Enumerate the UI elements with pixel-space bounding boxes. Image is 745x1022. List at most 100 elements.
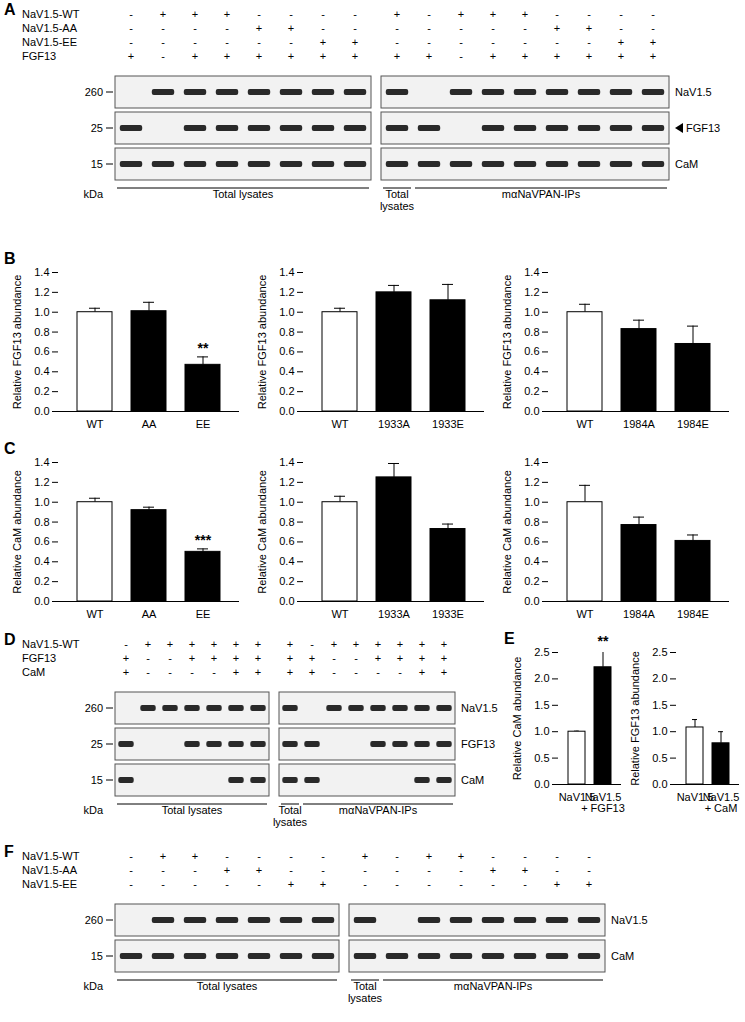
svg-text:-: -	[363, 878, 367, 890]
svg-text:1933A: 1933A	[378, 608, 410, 620]
svg-text:Relative FGF13 abundance: Relative FGF13 abundance	[256, 275, 268, 410]
svg-text:-: -	[523, 850, 527, 862]
svg-text:A: A	[4, 1, 16, 18]
svg-text:0.2: 0.2	[34, 385, 49, 397]
svg-text:-: -	[459, 36, 463, 48]
svg-text:+: +	[224, 8, 230, 20]
svg-text:+: +	[145, 638, 151, 650]
svg-text:0.0: 0.0	[524, 595, 539, 607]
svg-text:-: -	[523, 22, 527, 34]
svg-text:1.5: 1.5	[652, 699, 667, 711]
svg-text:-: -	[523, 36, 527, 48]
svg-text:+: +	[490, 864, 496, 876]
svg-text:+: +	[256, 864, 262, 876]
svg-text:+: +	[255, 652, 261, 664]
svg-text:Total lysates: Total lysates	[197, 980, 258, 992]
svg-text:+: +	[441, 652, 447, 664]
svg-text:+: +	[353, 638, 359, 650]
svg-text:0.8: 0.8	[34, 326, 49, 338]
svg-text:-: -	[212, 666, 216, 678]
svg-text:+: +	[331, 638, 337, 650]
svg-text:-: -	[427, 8, 431, 20]
svg-text:15: 15	[91, 774, 103, 786]
svg-text:NaV1.5-EE: NaV1.5-EE	[22, 36, 77, 48]
svg-text:-: -	[427, 864, 431, 876]
svg-text:2.0: 2.0	[534, 672, 549, 684]
svg-text:+: +	[586, 878, 592, 890]
svg-text:-: -	[491, 850, 495, 862]
svg-text:-: -	[395, 878, 399, 890]
svg-text:0.8: 0.8	[279, 326, 294, 338]
svg-text:NaV1.5: NaV1.5	[461, 702, 498, 714]
svg-text:1.0: 1.0	[34, 496, 49, 508]
svg-text:1.0: 1.0	[524, 496, 539, 508]
svg-text:-: -	[587, 8, 591, 20]
svg-text:+: +	[554, 50, 560, 62]
svg-text:mαNaVPAN-IPs: mαNaVPAN-IPs	[454, 980, 533, 992]
svg-text:FGF13: FGF13	[22, 652, 56, 664]
svg-text:-: -	[161, 22, 165, 34]
svg-text:-: -	[225, 878, 229, 890]
svg-text:-: -	[523, 878, 527, 890]
svg-text:-: -	[289, 864, 293, 876]
svg-text:-: -	[257, 8, 261, 20]
svg-text:0.8: 0.8	[524, 516, 539, 528]
svg-text:+: +	[375, 652, 381, 664]
svg-text:+: +	[123, 666, 129, 678]
svg-text:-: -	[651, 22, 655, 34]
svg-text:Relative FGF13 abundance: Relative FGF13 abundance	[501, 275, 513, 410]
svg-text:-: -	[146, 666, 150, 678]
svg-text:-: -	[651, 8, 655, 20]
svg-text:**: **	[598, 633, 609, 649]
svg-text:260: 260	[85, 86, 103, 98]
svg-text:0.6: 0.6	[524, 535, 539, 547]
svg-text:+: +	[233, 666, 239, 678]
svg-text:+: +	[309, 652, 315, 664]
svg-text:kDa: kDa	[83, 804, 103, 816]
svg-text:-: -	[491, 22, 495, 34]
svg-text:-: -	[354, 666, 358, 678]
svg-text:15: 15	[91, 158, 103, 170]
svg-text:-: -	[161, 878, 165, 890]
svg-text:Relative CaM abundance: Relative CaM abundance	[11, 470, 23, 594]
svg-text:0.4: 0.4	[34, 365, 49, 377]
svg-text:0.0: 0.0	[34, 405, 49, 417]
svg-text:F: F	[4, 843, 14, 860]
svg-text:+: +	[352, 36, 358, 48]
svg-text:AA: AA	[142, 418, 157, 430]
svg-text:0.8: 0.8	[34, 516, 49, 528]
svg-text:NaV1.5-WT: NaV1.5-WT	[22, 850, 80, 862]
svg-text:-: -	[146, 652, 150, 664]
svg-text:0.0: 0.0	[34, 595, 49, 607]
svg-text:+: +	[320, 50, 326, 62]
svg-text:-: -	[555, 864, 559, 876]
svg-text:WT: WT	[86, 418, 103, 430]
svg-text:1.0: 1.0	[279, 306, 294, 318]
svg-text:25: 25	[91, 122, 103, 134]
svg-text:mαNaVPAN-IPs: mαNaVPAN-IPs	[339, 804, 418, 816]
svg-text:+: +	[441, 638, 447, 650]
svg-text:+: +	[618, 50, 624, 62]
svg-text:-: -	[427, 878, 431, 890]
svg-text:+: +	[320, 878, 326, 890]
svg-text:-: -	[129, 22, 133, 34]
svg-text:NaV1.5: NaV1.5	[611, 914, 648, 926]
svg-text:-: -	[168, 652, 172, 664]
svg-text:-: -	[398, 666, 402, 678]
svg-text:0.8: 0.8	[279, 516, 294, 528]
svg-text:+: +	[320, 36, 326, 48]
svg-text:NaV1.5+ FGF13: NaV1.5+ FGF13	[581, 791, 625, 814]
svg-text:+: +	[309, 666, 315, 678]
svg-text:-: -	[587, 36, 591, 48]
svg-text:0.6: 0.6	[279, 535, 294, 547]
svg-text:1.4: 1.4	[279, 266, 294, 278]
svg-text:+: +	[256, 22, 262, 34]
svg-text:Relative FGF13 abundance: Relative FGF13 abundance	[629, 651, 641, 786]
svg-text:+: +	[189, 652, 195, 664]
svg-text:-: -	[257, 878, 261, 890]
svg-text:1984E: 1984E	[677, 608, 709, 620]
svg-text:WT: WT	[576, 608, 593, 620]
svg-text:-: -	[459, 878, 463, 890]
svg-text:+: +	[522, 8, 528, 20]
svg-text:+: +	[287, 638, 293, 650]
